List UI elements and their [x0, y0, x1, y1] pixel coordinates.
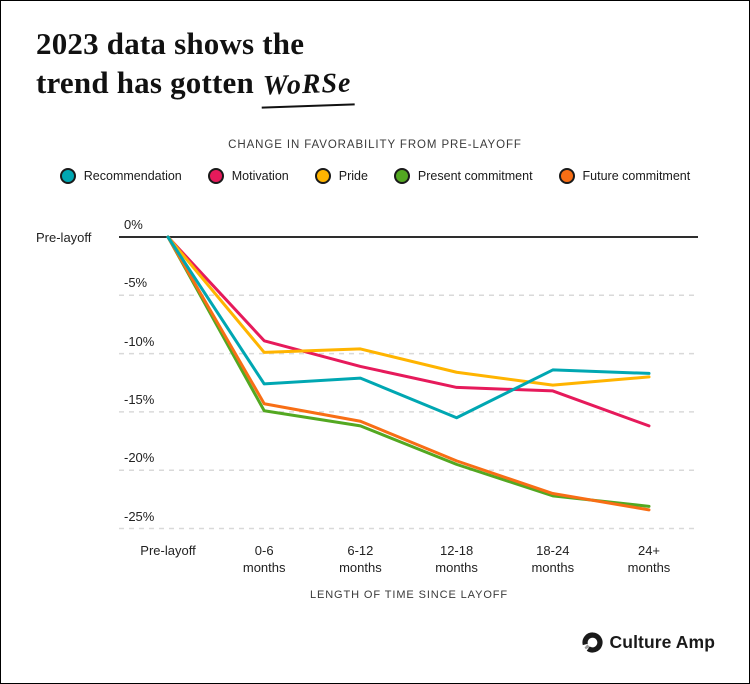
legend-item-motivation: Motivation	[207, 168, 289, 184]
x-category-label-line: months	[531, 560, 575, 575]
brand-name: Culture Amp	[609, 632, 715, 652]
legend-label: Motivation	[231, 169, 289, 183]
x-category-label-line: 0-6	[254, 543, 274, 558]
x-category-label-line: Pre-layoff	[140, 543, 196, 558]
x-category-label-line: months	[339, 560, 382, 575]
legend-item-present-commitment: Present commitment	[393, 168, 533, 184]
x-category-label: 0-6 months	[216, 542, 312, 576]
legend-dot-icon	[207, 168, 224, 184]
legend-item-future-commitment: Future commitment	[558, 168, 691, 184]
legend-dot-icon	[314, 168, 331, 184]
x-category-label-line: 24+	[637, 543, 661, 558]
legend: Recommendation Motivation Pride Present com…	[1, 168, 749, 184]
x-category-label-line: months	[627, 560, 671, 575]
y-tick-label: -5%	[124, 275, 148, 291]
x-category-label-line: months	[242, 560, 286, 575]
x-category-label: 18-24 months	[505, 542, 601, 576]
x-category-label: 12-18 months	[409, 542, 505, 576]
y-tick-label: -25%	[124, 508, 155, 524]
series-line-pride	[166, 235, 651, 387]
y-axis-pre-layoff-label: Pre-layoff	[36, 230, 92, 245]
legend-dot-icon	[558, 168, 575, 184]
y-tick-label: -10%	[124, 333, 155, 349]
legend-label: Present commitment	[417, 169, 533, 183]
y-tick-label: -20%	[124, 450, 155, 466]
x-axis-title: LENGTH OF TIME SINCE LAYOFF	[309, 589, 509, 601]
series-line-future-commitment	[166, 235, 651, 512]
title-highlight-word: WoRSe	[260, 63, 355, 109]
line-chart-plot	[119, 235, 698, 530]
x-category-label-line: months	[435, 560, 478, 575]
page-title: 2023 data shows the trend has gotten WoRS…	[36, 24, 355, 109]
y-tick-label: -15%	[124, 391, 155, 407]
culture-amp-logo-icon	[582, 632, 603, 653]
legend-dot-icon	[59, 168, 76, 184]
chart-title: CHANGE IN FAVORABILITY FROM PRE-LAYOFF	[228, 139, 522, 151]
legend-dot-icon	[393, 168, 410, 184]
legend-label: Future commitment	[582, 169, 691, 183]
legend-item-recommendation: Recommendation	[59, 168, 182, 184]
x-category-label: 24+ months	[601, 542, 697, 576]
y-tick-label: 0%	[124, 217, 143, 232]
series-line-motivation	[166, 235, 651, 428]
legend-label: Pride	[338, 169, 368, 183]
x-category-label: Pre-layoff	[120, 542, 216, 559]
x-category-label: 6-12 months	[312, 542, 408, 576]
title-line-1: 2023 data shows the	[36, 26, 305, 61]
brand-footer: Culture Amp	[582, 632, 715, 653]
x-category-label-line: 12-18	[439, 543, 474, 558]
legend-label: Recommendation	[83, 169, 182, 183]
x-category-label-line: 18-24	[536, 543, 570, 558]
legend-item-pride: Pride	[314, 168, 368, 184]
series-line-recommendation	[166, 235, 651, 420]
x-category-label-line: 6-12	[347, 543, 374, 558]
title-line-2: trend has gotten	[36, 65, 254, 100]
